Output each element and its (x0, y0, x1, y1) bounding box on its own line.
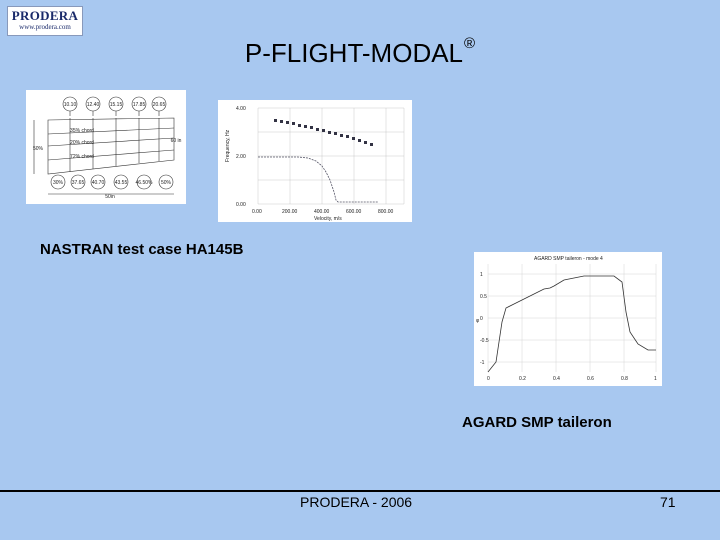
x-tick: 0.8 (621, 376, 628, 382)
page-number: 71 (660, 494, 676, 510)
footer-divider (0, 490, 720, 492)
lower-station-label: 43.55 (115, 180, 128, 186)
y-tick: -0.5 (480, 338, 489, 344)
x-tick: 1 (654, 376, 657, 382)
lower-station-label: 50% (161, 180, 172, 186)
x-tick: 0.2 (519, 376, 526, 382)
chord-label: 72% chord (70, 154, 94, 160)
footer-text: PRODERA - 2006 (300, 494, 413, 510)
prodera-logo: PRODERA www.prodera.com (7, 6, 83, 36)
station-label: 10.10 (64, 102, 77, 108)
x-tick: 200.00 (282, 209, 298, 215)
mode-shape-curve (487, 275, 656, 373)
x-tick: 0.4 (553, 376, 560, 382)
left-dimension-label: 50% (33, 146, 44, 152)
x-tick: 400.00 (314, 209, 330, 215)
lower-mode-curve (258, 156, 378, 203)
upper-mode-points (274, 119, 373, 146)
y-tick: 0.00 (236, 202, 246, 208)
caption-agard: AGARD SMP taileron (462, 414, 612, 431)
logo-url: www.prodera.com (19, 23, 71, 31)
x-tick: 800.00 (378, 209, 394, 215)
x-tick: 0 (487, 376, 490, 382)
frequency-velocity-graph: 4.00 2.00 0.00 0.00 200.00 400.00 600.00… (218, 100, 412, 222)
x-tick: 0.00 (252, 209, 262, 215)
y-axis-label: Frequency, Hz (225, 129, 231, 162)
y-tick: 0.5 (480, 294, 487, 300)
y-tick: 2.00 (236, 154, 246, 160)
span-label: 50in (105, 194, 115, 200)
right-dimension-label: 60 in (171, 138, 182, 144)
y-tick: 4.00 (236, 106, 246, 112)
x-tick: 600.00 (346, 209, 362, 215)
y-tick: -1 (480, 360, 485, 366)
chord-label: 20% chord (70, 140, 94, 146)
wing-diagram: 10.10 12.40 15.15 17.85 20.65 30% 37.65 … (26, 90, 186, 204)
graph-title: AGARD SMP taileron - mode 4 (534, 256, 603, 262)
registered-mark: ® (464, 35, 476, 52)
station-label: 15.15 (110, 102, 123, 108)
lower-station-label: 30% (53, 180, 64, 186)
y-tick: 0 (480, 316, 483, 322)
x-axis-label: Velocity, m/s (314, 216, 342, 222)
y-axis-label: φ (476, 318, 480, 324)
y-tick: 1 (480, 272, 483, 278)
caption-nastran: NASTRAN test case HA145B (40, 241, 244, 258)
mode-shape-graph: AGARD SMP taileron - mode 4 φ 1 0.5 0 -0… (474, 252, 662, 386)
station-label: 12.40 (87, 102, 100, 108)
lower-station-label: 37.65 (72, 180, 85, 186)
x-tick: 0.6 (587, 376, 594, 382)
lower-station-label: 46.50% (136, 180, 154, 186)
station-label: 17.85 (133, 102, 146, 108)
slide-title-text: P-FLIGHT-MODAL (244, 38, 464, 68)
lower-station-label: 40.70 (92, 180, 105, 186)
logo-name: PRODERA (11, 8, 79, 23)
slide-title: P-FLIGHT-MODAL® (0, 35, 720, 69)
chord-label: 35% chord (70, 128, 94, 134)
station-label: 20.65 (153, 102, 166, 108)
